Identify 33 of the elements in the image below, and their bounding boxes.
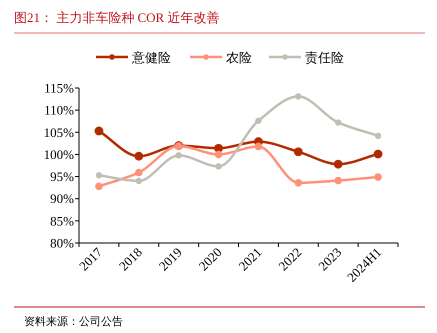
y-tick-label: 85% (50, 213, 74, 228)
point (294, 147, 303, 156)
point (334, 160, 343, 169)
legend-label: 农险 (226, 50, 252, 65)
y-tick-label: 80% (50, 236, 74, 250)
point (374, 173, 382, 181)
y-tick-label: 105% (44, 124, 74, 140)
legend-label: 责任险 (305, 50, 344, 65)
point (96, 172, 102, 178)
point (294, 178, 302, 187)
chart-title: 图21： 主力非车险种 COR 近年改善 (14, 10, 220, 25)
point (334, 176, 342, 184)
point (135, 168, 143, 176)
point (255, 118, 262, 124)
point (136, 178, 142, 184)
y-tick-label: 90% (50, 191, 74, 206)
text: 资料来源：公司公告 (24, 315, 123, 328)
y-tick-label: 100% (44, 146, 74, 162)
point (214, 150, 222, 158)
point (334, 119, 342, 126)
point (94, 126, 104, 136)
y-tick-label: 115% (44, 80, 74, 96)
point (95, 182, 103, 190)
point (215, 163, 222, 170)
point (175, 152, 182, 159)
point (134, 152, 144, 161)
point (374, 132, 382, 140)
point (254, 142, 262, 150)
point (374, 150, 382, 158)
y-tick-label: 95% (50, 169, 74, 184)
y-tick-label: 110% (44, 102, 74, 118)
legend-label: 意健险 (131, 50, 171, 65)
point (295, 93, 302, 100)
